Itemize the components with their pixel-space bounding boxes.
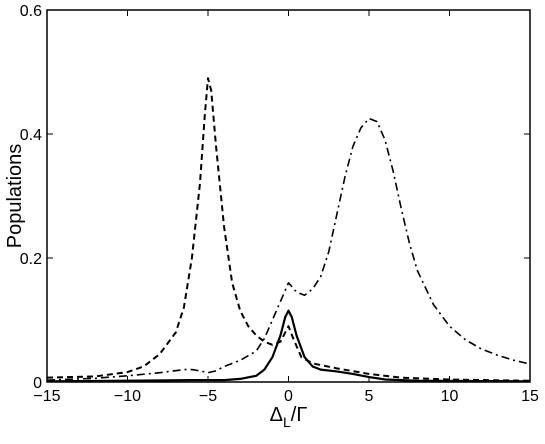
x-tick-label: −5: [199, 388, 217, 405]
series-line-solid: [46, 309, 531, 383]
y-tick-label: 0: [33, 375, 42, 392]
y-tick-label: 0.6: [20, 3, 42, 20]
x-tick-label: 5: [365, 388, 374, 405]
series-line-dashdot: [46, 117, 531, 381]
x-tick-label: 15: [521, 388, 539, 405]
y-axis-label: Populations: [4, 144, 26, 249]
x-tick-label: 0: [284, 388, 293, 405]
x-tick-label: −10: [114, 388, 141, 405]
y-tick-label: 0.2: [20, 251, 42, 268]
series-line-dashed: [46, 77, 531, 382]
x-tick-label: −15: [33, 388, 60, 405]
ticks: −15 −10 −5 0 5 10 15 0 0.2 0.4 0.6: [20, 3, 539, 405]
x-axis-label-suffix: /Γ: [291, 404, 308, 426]
y-tick-label: 0.4: [20, 127, 42, 144]
x-axis-label-subscript: L: [283, 414, 291, 430]
x-tick-label: 10: [441, 388, 459, 405]
series-layer: [46, 77, 531, 383]
x-axis-label-symbol: Δ: [270, 404, 283, 426]
x-axis-label: ΔL/Γ: [270, 404, 308, 430]
